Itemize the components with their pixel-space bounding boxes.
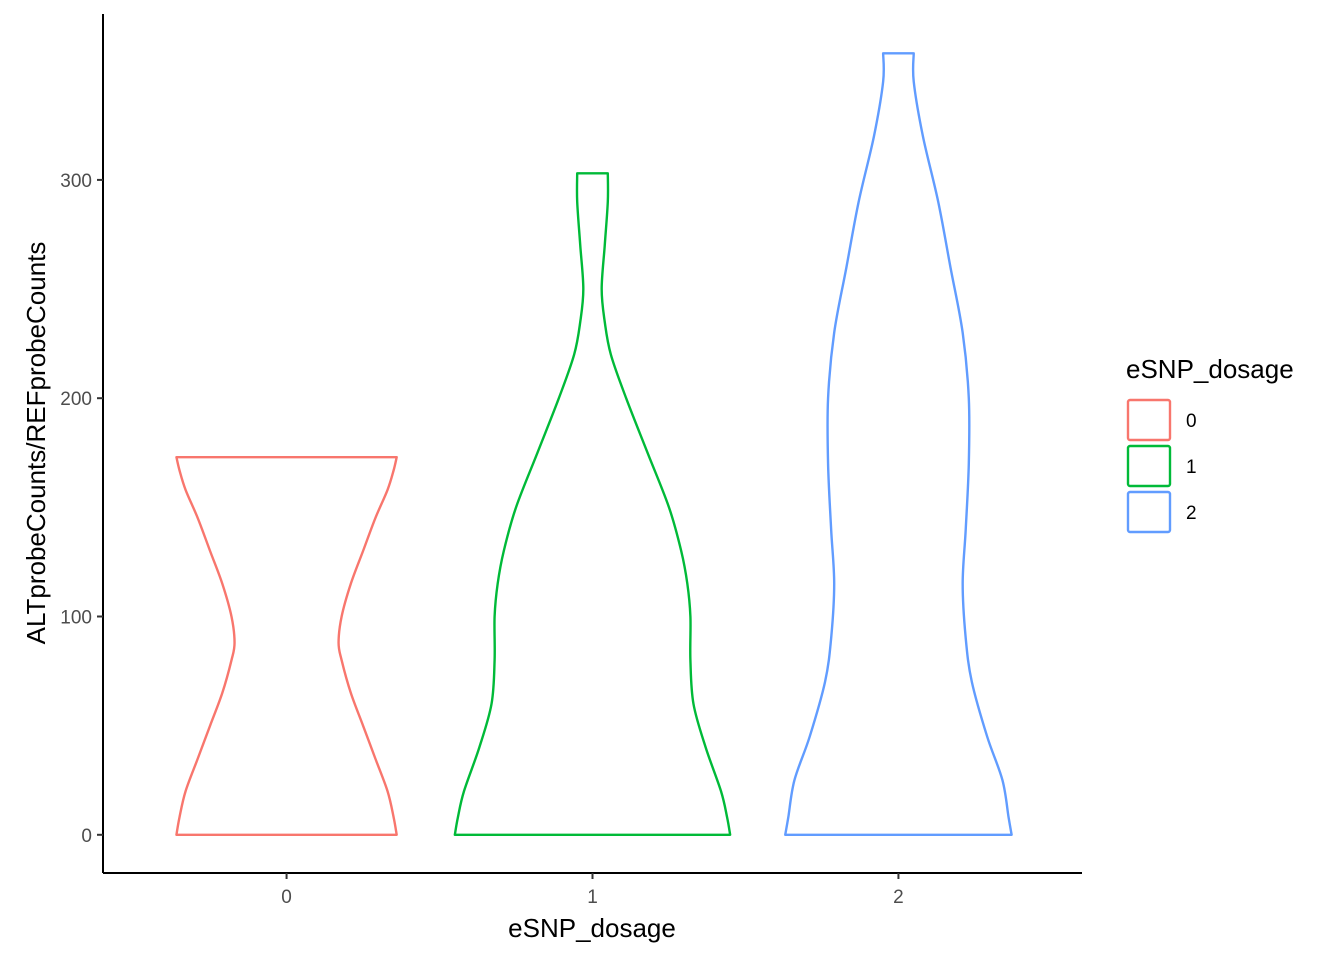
y-tick-label: 300 <box>60 171 92 192</box>
legend-key-1 <box>1126 444 1172 488</box>
violins <box>175 52 1013 836</box>
violin-1 <box>453 172 732 836</box>
violin-0 <box>175 455 398 836</box>
x-tick-label: 0 <box>281 887 292 908</box>
axes <box>102 14 1082 874</box>
x-tick-label: 2 <box>893 887 904 908</box>
legend-key-0 <box>1126 398 1172 442</box>
legend-label-2: 2 <box>1186 503 1197 524</box>
legend-key-2 <box>1126 490 1172 534</box>
y-tick-label: 0 <box>81 826 92 847</box>
legend-label-1: 1 <box>1186 457 1197 478</box>
legend-title: eSNP_dosage <box>1126 354 1294 384</box>
y-axis-title: ALTprobeCounts/REFprobeCounts <box>21 242 51 645</box>
y-tick-label: 200 <box>60 389 92 410</box>
violin-2 <box>784 52 1013 836</box>
x-tick-label: 1 <box>587 887 598 908</box>
y-ticks: 0 100 200 300 <box>60 171 103 847</box>
y-tick-label: 100 <box>60 608 92 629</box>
legend-label-0: 0 <box>1186 411 1197 432</box>
legend: eSNP_dosage 0 1 2 <box>1126 354 1294 534</box>
x-ticks: 0 1 2 <box>281 873 904 908</box>
x-axis-title: eSNP_dosage <box>508 913 676 943</box>
